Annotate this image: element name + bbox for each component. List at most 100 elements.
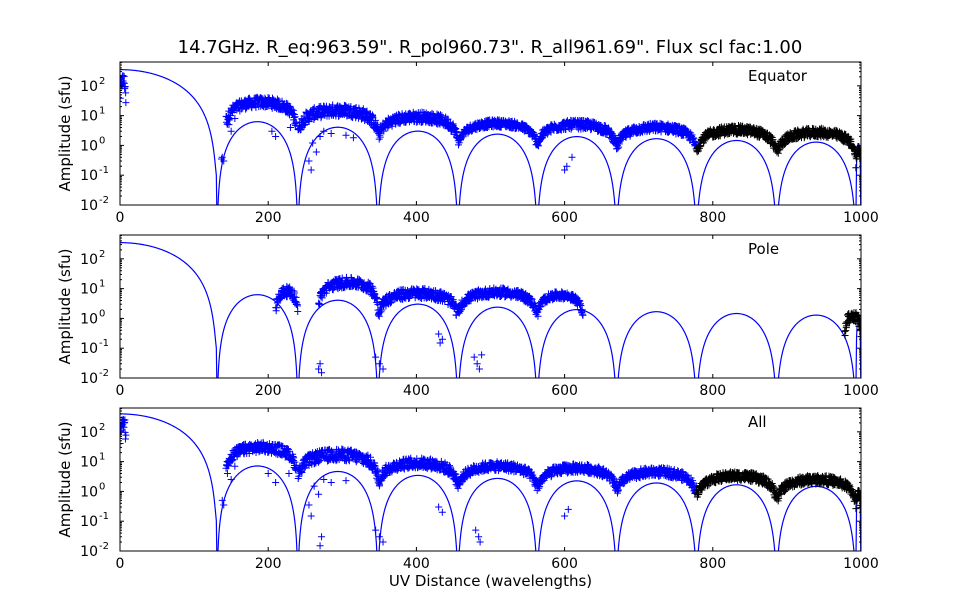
data-band — [374, 108, 462, 143]
outlier-marker — [318, 369, 326, 377]
data-point-marker — [231, 445, 239, 453]
data-band — [852, 487, 861, 513]
data-point-marker — [329, 101, 337, 109]
outlier-marker — [470, 353, 478, 361]
x-tick-label: 0 — [116, 210, 125, 226]
data-point-marker — [446, 462, 454, 470]
data-point-marker — [388, 122, 396, 130]
data-point-marker — [285, 448, 293, 456]
plot-frame — [119, 234, 862, 379]
y-tick-exponent: 0 — [99, 308, 105, 319]
outlier-marker — [372, 353, 380, 361]
data-points — [120, 71, 861, 174]
y-tick-exponent: 2 — [99, 76, 105, 87]
outlier-marker — [375, 360, 383, 368]
data-point-marker — [376, 133, 384, 141]
y-tick-exponent: 1 — [99, 279, 105, 290]
outlier-marker — [438, 335, 446, 343]
x-tick-label: 600 — [551, 383, 578, 399]
data-point-marker — [293, 299, 301, 307]
data-band — [454, 458, 541, 492]
x-tick-label: 400 — [403, 210, 430, 226]
data-point-marker — [366, 453, 374, 461]
y-tick-label: 10 — [80, 109, 98, 125]
data-point-marker — [368, 282, 376, 290]
data-point-marker — [292, 293, 300, 301]
data-point-marker — [291, 113, 299, 121]
y-tick-exponent: -1 — [99, 338, 109, 349]
data-band — [315, 273, 382, 308]
outlier-marker — [218, 155, 226, 163]
outlier-marker — [342, 131, 350, 139]
data-point-marker — [680, 131, 688, 139]
data-band — [613, 464, 700, 497]
data-point-marker — [295, 472, 303, 480]
data-band — [773, 472, 860, 505]
data-point-marker — [328, 447, 336, 455]
data-point-marker — [387, 298, 395, 306]
data-point-marker — [316, 300, 324, 308]
y-axis-label: Amplitude (sfu) — [56, 76, 74, 192]
data-point-marker — [122, 431, 130, 439]
outlier-marker — [379, 365, 387, 373]
y-tick-label: 10 — [80, 311, 98, 327]
data-point-marker — [378, 306, 386, 314]
data-point-marker — [122, 99, 130, 107]
data-band — [374, 284, 462, 320]
data-band — [841, 309, 861, 341]
data-point-marker — [701, 137, 709, 145]
outlier-marker — [286, 123, 294, 131]
y-tick-label: 10 — [80, 79, 98, 95]
chart-title: 14.7GHz. R_eq:963.59". R_pol960.73". R_a… — [178, 37, 803, 58]
x-tick-label: 200 — [255, 383, 282, 399]
outlier-marker — [312, 148, 320, 156]
outlier-marker — [231, 115, 239, 123]
data-point-marker — [444, 115, 452, 123]
data-band — [693, 122, 780, 156]
outlier-marker — [309, 139, 317, 147]
data-point-marker — [121, 82, 129, 90]
x-tick-label: 200 — [255, 210, 282, 226]
data-band — [454, 116, 541, 149]
data-point-marker — [288, 105, 296, 113]
data-point-marker — [311, 460, 319, 468]
data-point-marker — [437, 111, 445, 119]
data-point-marker — [749, 476, 757, 484]
data-point-marker — [528, 468, 536, 476]
outlier-marker — [272, 132, 280, 140]
data-point-marker — [842, 327, 850, 335]
data-point-marker — [317, 293, 325, 301]
outlier-marker — [227, 127, 235, 135]
data-band — [294, 445, 382, 482]
x-tick-label: 800 — [699, 383, 726, 399]
x-tick-label: 800 — [699, 210, 726, 226]
model-curve — [120, 413, 861, 551]
data-point-marker — [841, 331, 849, 339]
data-band — [533, 116, 620, 150]
data-point-marker — [298, 469, 306, 477]
y-tick-exponent: 0 — [99, 135, 105, 146]
data-point-marker — [291, 458, 299, 466]
y-tick-exponent: 1 — [99, 106, 105, 117]
outlier-marker — [218, 153, 226, 161]
data-point-marker — [534, 312, 542, 320]
data-point-marker — [535, 142, 543, 150]
data-point-marker — [770, 483, 778, 491]
data-point-marker — [345, 456, 353, 464]
model-curve — [120, 69, 861, 205]
data-point-marker — [122, 89, 130, 97]
data-point-marker — [329, 448, 337, 456]
data-point-marker — [852, 505, 860, 513]
outlier-marker — [473, 360, 481, 368]
y-tick-exponent: -2 — [99, 195, 109, 206]
model-curve — [120, 242, 861, 378]
y-tick-label: 10 — [80, 252, 98, 268]
panel-annotation: Equator — [748, 67, 808, 85]
data-point-marker — [289, 106, 297, 114]
data-point-marker — [452, 470, 460, 478]
x-tick-label: 0 — [116, 383, 125, 399]
data-point-marker — [265, 440, 273, 448]
x-tick-label: 1000 — [843, 383, 879, 399]
data-point-marker — [852, 164, 860, 172]
